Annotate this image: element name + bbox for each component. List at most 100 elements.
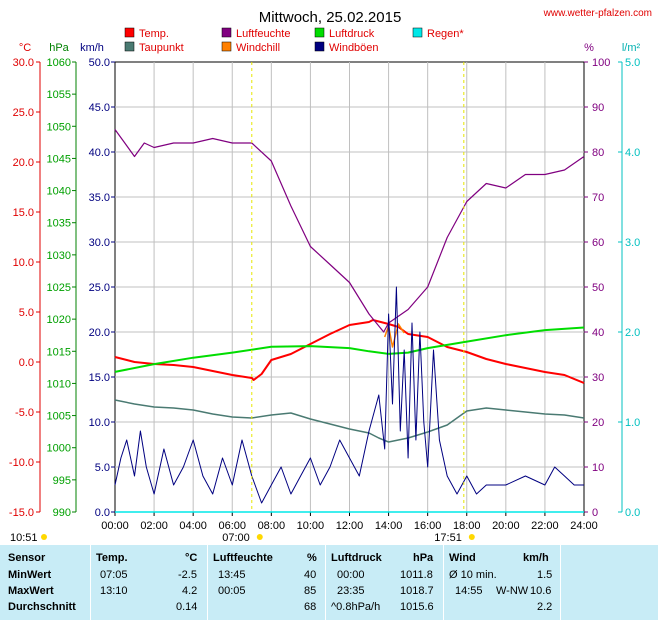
max-hum: 85 xyxy=(304,585,317,597)
statistics-table: Sensor Temp. °C Luftfeuchte % Luftdruck … xyxy=(0,545,658,620)
pressure-tick-label: 1055 xyxy=(47,89,71,101)
max-temp-time: 13:10 xyxy=(100,585,128,597)
legend-swatch xyxy=(221,27,232,38)
temp-tick-label: 0.0 xyxy=(19,357,34,369)
legend-swatch xyxy=(314,27,325,38)
series-line xyxy=(383,323,405,348)
time-tick-label: 16:00 xyxy=(414,520,442,532)
rain-tick-label: 1.0 xyxy=(625,417,640,429)
legend-label: Luftdruck xyxy=(329,28,375,40)
rain-tick-label: 2.0 xyxy=(625,327,640,339)
series-line xyxy=(114,319,585,384)
max-wind-dir: W-NW xyxy=(496,585,529,597)
legend-label: Luftfeuchte xyxy=(236,28,290,40)
series-line xyxy=(114,286,584,504)
wind-tick-label: 0.0 xyxy=(95,507,110,519)
series-layer xyxy=(114,129,585,513)
header-wind-unit: km/h xyxy=(523,552,549,564)
legend-label: Regen* xyxy=(427,28,464,40)
wind-tick-label: 10.0 xyxy=(89,417,110,429)
humidity-tick-label: 90 xyxy=(592,102,604,114)
sun-time-label: 07:00 xyxy=(222,532,250,544)
legend-swatch xyxy=(314,41,325,52)
chart-title: Mittwoch, 25.02.2015 xyxy=(259,9,402,26)
header-pressure: Luftdruck xyxy=(331,552,382,564)
wind-tick-label: 50.0 xyxy=(89,57,110,69)
avg-press-trend: ^0.8hPa/h xyxy=(331,601,381,613)
time-tick-label: 00:00 xyxy=(101,520,129,532)
pressure-tick-label: 1000 xyxy=(47,443,71,455)
legend-label: Taupunkt xyxy=(139,42,184,54)
wind-tick-label: 25.0 xyxy=(89,282,110,294)
wind-tick-label: 35.0 xyxy=(89,192,110,204)
row-max-label: MaxWert xyxy=(8,585,54,597)
wind-tick-label: 5.0 xyxy=(95,462,110,474)
header-wind: Wind xyxy=(449,552,476,564)
pressure-tick-label: 1040 xyxy=(47,186,71,198)
rain-unit-label: l/m² xyxy=(622,42,641,54)
rain-tick-label: 0.0 xyxy=(625,507,640,519)
time-tick-label: 08:00 xyxy=(258,520,286,532)
humidity-unit-label: % xyxy=(584,42,594,54)
legend-swatch xyxy=(412,27,423,38)
time-tick-label: 14:00 xyxy=(375,520,403,532)
wind-tick-label: 15.0 xyxy=(89,372,110,384)
time-tick-label: 22:00 xyxy=(531,520,559,532)
time-tick-label: 10:00 xyxy=(297,520,325,532)
temp-tick-label: -5.0 xyxy=(15,407,34,419)
time-tick-label: 12:00 xyxy=(336,520,364,532)
sun-time-label: 17:51 xyxy=(434,532,462,544)
temp-unit-label: °C xyxy=(19,42,31,54)
humidity-tick-label: 60 xyxy=(592,237,604,249)
time-tick-label: 06:00 xyxy=(218,520,246,532)
header-pressure-unit: hPa xyxy=(413,552,434,564)
row-min-label: MinWert xyxy=(8,569,52,581)
max-press: 1018.7 xyxy=(400,585,434,597)
pressure-tick-label: 990 xyxy=(53,507,71,519)
legend-label: Temp. xyxy=(139,28,169,40)
legend-swatch xyxy=(124,41,135,52)
header-sensor: Sensor xyxy=(8,552,46,564)
temp-tick-label: 30.0 xyxy=(13,57,34,69)
pressure-tick-label: 1015 xyxy=(47,346,71,358)
time-tick-label: 24:00 xyxy=(570,520,598,532)
pressure-tick-label: 1035 xyxy=(47,218,71,230)
pressure-tick-label: 995 xyxy=(53,475,71,487)
humidity-tick-label: 20 xyxy=(592,417,604,429)
weather-chart: Mittwoch, 25.02.2015 www.wetter-pfalzen.… xyxy=(9,8,652,544)
humidity-tick-label: 10 xyxy=(592,462,604,474)
axes: 30.0 25.0 20.0 15.0 10.0 5.0 0.0 -5.0 -10.0 -15.0… xyxy=(9,57,640,532)
series-line xyxy=(114,399,585,443)
humidity-tick-label: 0 xyxy=(592,507,598,519)
max-hum-time: 00:05 xyxy=(218,585,246,597)
pressure-tick-label: 1050 xyxy=(47,121,71,133)
avg-press: 1015.6 xyxy=(400,601,434,613)
wind-tick-label: 40.0 xyxy=(89,147,110,159)
wind-tick-label: 30.0 xyxy=(89,237,110,249)
wind-tick-label: 20.0 xyxy=(89,327,110,339)
temp-tick-label: -10.0 xyxy=(9,457,34,469)
legend-swatch xyxy=(124,27,135,38)
legend-label: Windböen xyxy=(329,42,379,54)
avg-hum: 68 xyxy=(304,601,317,613)
min-wind-time: Ø 10 min. xyxy=(449,569,497,581)
header-humidity-unit: % xyxy=(307,552,317,564)
pressure-tick-label: 1010 xyxy=(47,378,71,390)
min-temp: -2.5 xyxy=(178,569,197,581)
time-tick-label: 04:00 xyxy=(179,520,207,532)
time-tick-label: 18:00 xyxy=(453,520,481,532)
temp-tick-label: 5.0 xyxy=(19,307,34,319)
humidity-tick-label: 80 xyxy=(592,147,604,159)
row-avg-label: Durchschnitt xyxy=(8,601,76,613)
max-wind-time: 14:55 xyxy=(455,585,483,597)
max-press-time: 23:35 xyxy=(337,585,365,597)
grid xyxy=(115,62,584,512)
min-hum-time: 13:45 xyxy=(218,569,246,581)
pressure-tick-label: 1045 xyxy=(47,153,71,165)
min-hum: 40 xyxy=(304,569,317,581)
rain-tick-label: 4.0 xyxy=(625,147,640,159)
max-temp: 4.2 xyxy=(182,585,198,597)
humidity-tick-label: 50 xyxy=(592,282,604,294)
sun-icon xyxy=(256,534,263,540)
humidity-tick-label: 40 xyxy=(592,327,604,339)
